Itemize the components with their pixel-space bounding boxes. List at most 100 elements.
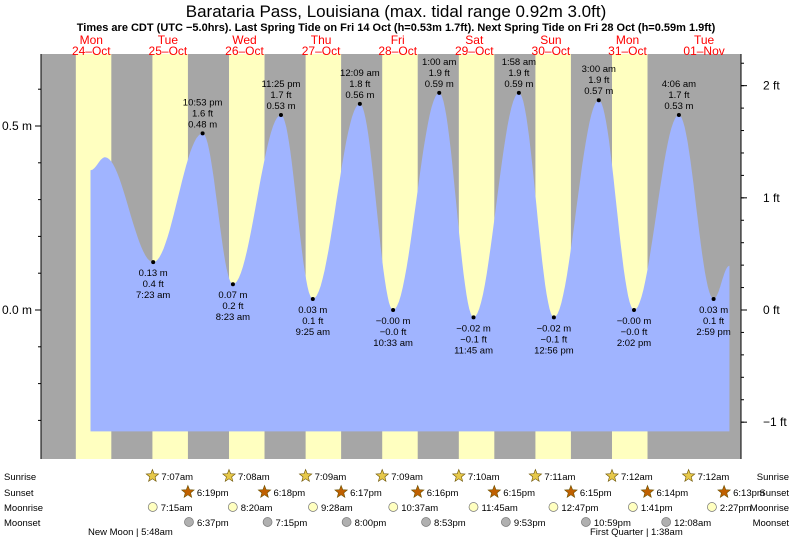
sunrise-time: 7:12am <box>698 472 730 483</box>
day-label-date: 26–Oct <box>225 44 264 58</box>
astro-row-label-right: Moonset <box>753 518 790 529</box>
moonrise-time: 9:28am <box>321 503 353 514</box>
moonrise-icon <box>227 502 238 512</box>
tide-point <box>310 296 315 301</box>
moonset-time: 6:37pm <box>197 518 229 529</box>
right-tick-label: −1 ft <box>763 415 787 429</box>
moonrise-icon <box>147 502 158 512</box>
tide-ft-label: 1.7 ft <box>668 90 689 101</box>
tide-point <box>200 131 205 136</box>
moonset-icon <box>262 517 273 527</box>
tide-time-label: 10:53 pm <box>183 97 223 108</box>
right-tick-label: 1 ft <box>763 191 780 205</box>
tide-point <box>516 90 521 95</box>
tide-m-label: −0.00 m <box>376 316 411 327</box>
tide-time-label: 11:25 pm <box>262 79 301 90</box>
astro-row-label-left: Moonrise <box>4 503 43 514</box>
astro-row-label-right: Sunset <box>759 488 789 499</box>
moon-phase-label: First Quarter | 1:38am <box>590 527 683 538</box>
tide-m-label: 0.13 m <box>139 268 168 279</box>
day-label-weekday: Fri <box>391 33 405 47</box>
chart-subtitle: Times are CDT (UTC −5.0hrs). Last Spring… <box>77 22 716 34</box>
plot-area <box>41 54 741 459</box>
moonrise-time: 1:41pm <box>641 503 673 514</box>
day-label-weekday: Sun <box>540 33 561 47</box>
tide-ft-label: 0.1 ft <box>302 316 323 327</box>
moonset-time: 10:59pm <box>594 518 631 529</box>
tide-point <box>230 282 235 287</box>
moonset-icon <box>661 517 672 527</box>
sunset-icon <box>334 484 349 498</box>
tide-m-label: −0.00 m <box>617 316 652 327</box>
sunrise-time: 7:07am <box>161 472 193 483</box>
moonset-icon <box>421 517 431 527</box>
astro-table: Sunrise Sunrise Sunset Sunset Moonrise Moonri… <box>4 468 790 538</box>
sunset-time: 6:17pm <box>350 488 382 499</box>
right-tick-label: 2 ft <box>763 79 780 93</box>
tide-m-label: 0.53 m <box>266 101 295 112</box>
tide-time-label: 2:59 pm <box>696 327 730 338</box>
sunset-icon <box>640 484 655 498</box>
moonrise-time: 12:47pm <box>561 503 598 514</box>
left-tick-label: 0.0 m <box>2 303 32 317</box>
moonset-icon <box>184 517 194 527</box>
tide-m-label: 0.56 m <box>345 90 374 101</box>
tide-point <box>471 315 476 320</box>
sunset-time: 6:18pm <box>274 488 306 499</box>
day-label-date: 29–Oct <box>455 44 494 58</box>
moonrise-icon <box>628 502 638 512</box>
day-label-date: 25–Oct <box>149 44 188 58</box>
tide-time-label: 10:33 am <box>373 338 413 349</box>
sunset-icon <box>410 484 425 498</box>
moonrise-time: 2:27pm <box>720 503 752 514</box>
tide-time-label: 2:02 pm <box>617 338 651 349</box>
tide-ft-label: 1.7 ft <box>270 90 291 101</box>
day-label-weekday: Wed <box>232 33 256 47</box>
tide-point <box>632 308 637 312</box>
sunrise-icon <box>145 468 160 482</box>
moonrise-time: 7:15am <box>161 503 193 514</box>
sunrise-time: 7:10am <box>468 472 500 483</box>
tide-m-label: 0.59 m <box>504 79 533 90</box>
tide-ft-label: 1.8 ft <box>349 79 370 90</box>
moonset-icon <box>581 517 591 527</box>
chart-title: Barataria Pass, Louisiana (max. tidal ra… <box>186 2 607 21</box>
day-label-date: 30–Oct <box>532 44 571 58</box>
tide-time-label: 3:00 am <box>582 64 616 75</box>
sunrise-icon <box>528 468 543 482</box>
astro-row-label-right: Sunrise <box>757 472 789 483</box>
tide-ft-label: 0.1 ft <box>703 316 724 327</box>
tide-m-label: −0.02 m <box>537 323 572 334</box>
day-label-weekday: Tue <box>158 33 179 47</box>
tide-m-label: 0.07 m <box>218 290 247 301</box>
moonrise-icon <box>707 502 717 512</box>
tide-point <box>711 296 716 301</box>
sunrise-icon <box>681 468 696 482</box>
sunset-icon <box>487 484 502 498</box>
sunset-icon <box>563 484 578 498</box>
tide-ft-label: −0.0 ft <box>380 327 407 338</box>
moonrise-time: 8:20am <box>241 503 273 514</box>
astro-row-label-left: Sunrise <box>4 472 36 483</box>
moonset-icon <box>341 517 352 527</box>
day-label-date: 31–Oct <box>608 44 647 58</box>
moonrise-icon <box>388 502 399 512</box>
day-label-date: 27–Oct <box>302 44 341 58</box>
sunrise-time: 7:09am <box>391 472 423 483</box>
moon-phase-label: New Moon | 5:48am <box>88 527 173 538</box>
tide-m-label: 0.48 m <box>188 119 217 130</box>
tide-time-label: 11:45 am <box>454 345 493 356</box>
day-label-weekday: Tue <box>694 33 715 47</box>
tide-point <box>437 90 442 95</box>
sunrise-time: 7:11am <box>544 472 575 483</box>
right-tick-label: 0 ft <box>763 303 780 317</box>
day-label-weekday: Mon <box>616 33 639 47</box>
moonset-icon <box>501 517 511 527</box>
tide-m-label: −0.02 m <box>456 323 491 334</box>
tide-ft-label: 0.2 ft <box>222 301 243 312</box>
sunrise-time: 7:12am <box>621 472 653 483</box>
astro-row-label-left: Sunset <box>4 488 34 499</box>
sunset-time: 6:15pm <box>503 488 535 499</box>
tide-m-label: 0.59 m <box>425 79 454 90</box>
